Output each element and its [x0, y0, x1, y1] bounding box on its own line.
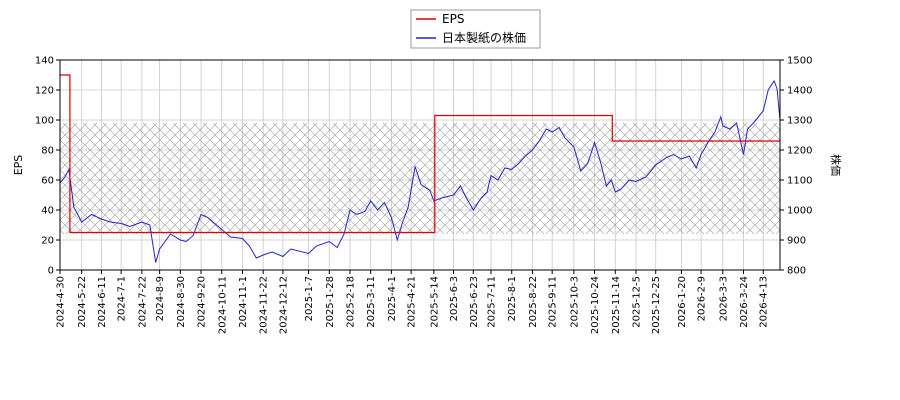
x-tick-label: 2025-10-24	[590, 276, 601, 334]
right-axis-ticks: 800 900 1000 1100 1200 1300 1400 1500	[780, 56, 812, 277]
left-tick-label: 60	[41, 176, 54, 187]
x-tick-label: 2025-3-11	[366, 276, 377, 328]
x-tick-label: 2025-12-25	[651, 276, 662, 334]
right-tick-label: 1200	[787, 146, 812, 157]
hatch-band	[60, 123, 780, 234]
x-tick-label: 2024-7-1	[117, 276, 128, 321]
x-tick-label: 2026-3-3	[718, 276, 729, 321]
right-tick-label: 1000	[787, 206, 812, 217]
x-tick-label: 2025-2-18	[345, 276, 356, 328]
x-tick-label: 2025-1-28	[325, 276, 336, 328]
legend-box	[410, 9, 541, 49]
x-tick-label: 2026-1-20	[677, 276, 688, 328]
left-tick-label: 0	[48, 266, 54, 277]
x-tick-label: 2024-7-22	[137, 276, 148, 328]
left-tick-label: 40	[41, 206, 54, 217]
x-tick-label: 2025-11-14	[611, 276, 622, 334]
right-tick-label: 1300	[787, 116, 812, 127]
left-tick-label: 140	[35, 56, 54, 67]
left-axis-ticks: 0 20 40 60 80 100 120 140	[35, 56, 60, 277]
x-tick-label: 2026-2-9	[697, 276, 708, 321]
left-axis-title: EPS	[12, 155, 25, 176]
right-axis-title: 株価	[829, 154, 843, 176]
x-tick-label: 2024-8-9	[155, 276, 166, 321]
x-tick-label: 2025-8-1	[507, 276, 518, 321]
legend-label-eps: EPS	[442, 12, 464, 26]
x-tick-label: 2025-4-1	[387, 276, 398, 321]
x-tick-label: 2025-4-21	[407, 276, 418, 328]
x-tick-label: 2026-4-13	[759, 276, 770, 328]
x-tick-label: 2024-4-30	[56, 276, 67, 328]
x-tick-label: 2024-12-12	[278, 276, 289, 334]
right-tick-label: 1500	[787, 56, 812, 67]
x-tick-label: 2024-11-22	[259, 276, 270, 334]
x-tick-label: 2024-6-11	[97, 276, 108, 328]
legend: EPS 日本製紙の株価	[410, 9, 541, 49]
left-tick-label: 100	[35, 116, 54, 127]
left-tick-label: 20	[41, 236, 54, 247]
x-tick-label: 2024-8-30	[176, 276, 187, 328]
x-tick-label: 2024-5-22	[77, 276, 88, 328]
eps-series-line	[60, 74, 780, 234]
x-tick-label: 2025-7-11	[487, 276, 498, 328]
right-tick-label: 800	[787, 266, 806, 277]
x-tick-label: 2025-10-3	[569, 276, 580, 328]
x-tick-label: 2024-10-11	[217, 276, 228, 334]
x-tick-label: 2024-11-1	[238, 276, 249, 328]
x-tick-label: 2025-6-3	[449, 276, 460, 321]
plot-frame	[59, 59, 781, 271]
x-tick-label: 2025-8-22	[528, 276, 539, 328]
right-tick-label: 900	[787, 236, 806, 247]
left-tick-label: 120	[35, 86, 54, 97]
right-tick-label: 1400	[787, 86, 812, 97]
x-tick-label: 2024-9-20	[197, 276, 208, 328]
x-axis-ticks: 2024-4-30 2024-5-22 2024-6-11 2024-7-1 2024-…	[56, 270, 770, 334]
left-tick-label: 80	[41, 146, 54, 157]
x-tick-label: 2026-3-24	[739, 276, 750, 328]
x-tick-label: 2025-6-23	[469, 276, 480, 328]
x-tick-label: 2025-9-11	[548, 276, 559, 328]
legend-label-price: 日本製紙の株価	[442, 30, 526, 45]
x-tick-label: 2025-1-7	[304, 276, 315, 321]
price-series-line	[60, 79, 780, 263]
x-tick-label: 2025-5-14	[429, 276, 440, 328]
x-tick-label: 2025-12-5	[632, 276, 643, 328]
right-tick-label: 1100	[787, 176, 812, 187]
